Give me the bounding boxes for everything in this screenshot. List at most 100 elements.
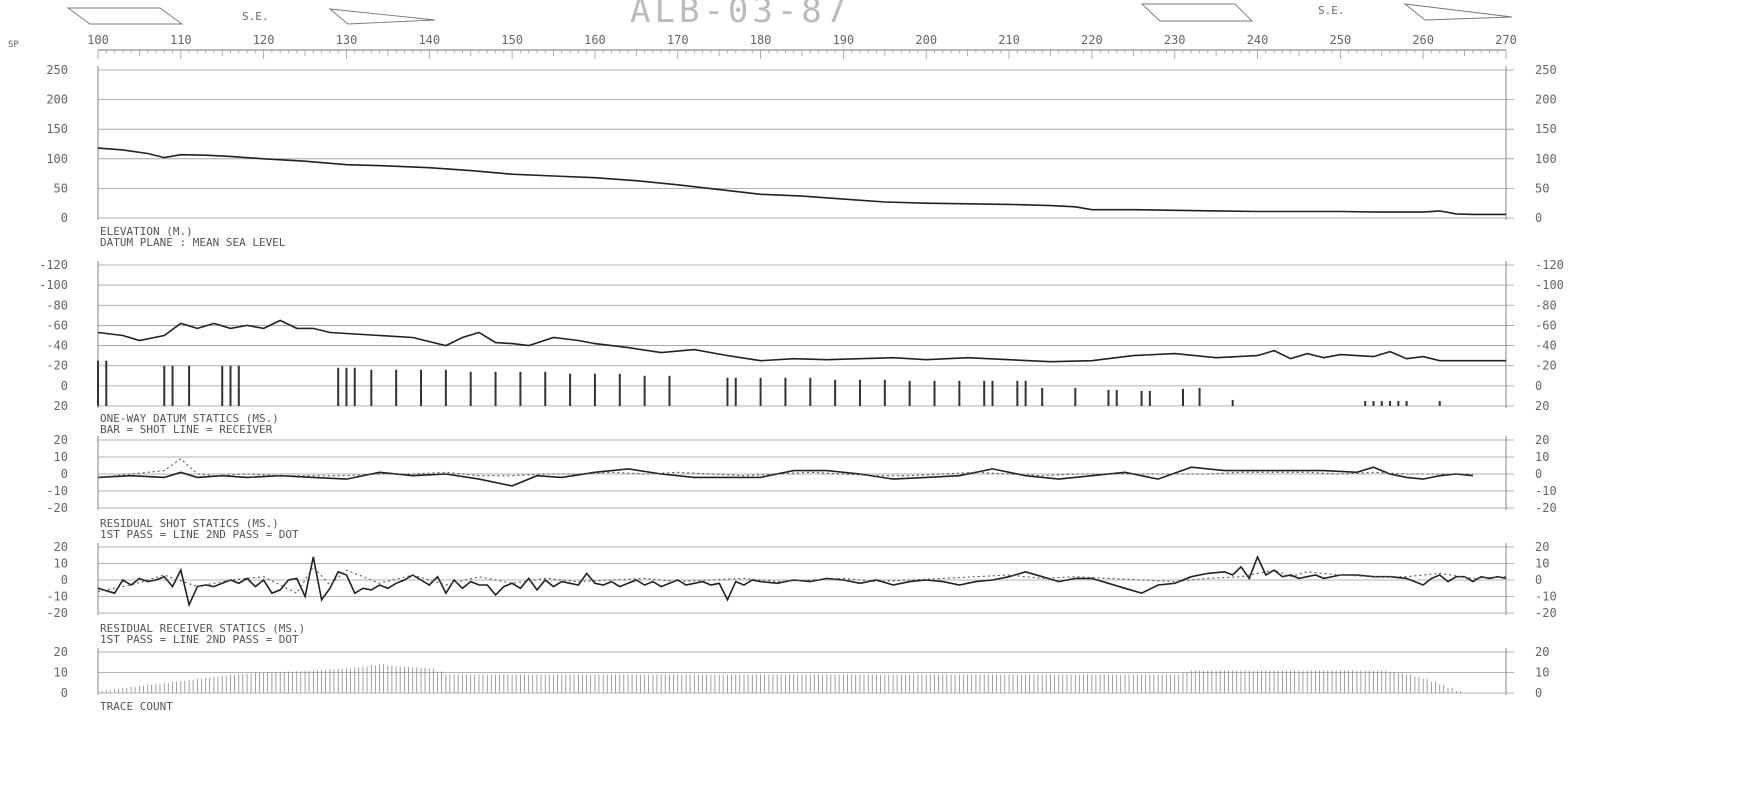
series-line-residual_shot-1: [97, 457, 1473, 478]
sp-tick-label: 260: [1412, 33, 1434, 47]
y-tick-label-left: -120: [39, 258, 68, 272]
sp-tick-label: 120: [253, 33, 275, 47]
y-tick-label-right: -100: [1535, 278, 1564, 292]
panel-caption: 1ST PASS = LINE 2ND PASS = DOT: [100, 633, 299, 646]
y-tick-label-left: -40: [46, 339, 68, 353]
se-right-arrow: [1403, 3, 1513, 21]
y-tick-label-left: 0: [61, 467, 68, 481]
y-tick-label-right: -20: [1535, 359, 1557, 373]
y-tick-label-right: -80: [1535, 298, 1557, 312]
y-tick-label-right: 200: [1535, 93, 1557, 107]
y-tick-label-right: 250: [1535, 63, 1557, 77]
y-tick-label-right: 100: [1535, 152, 1557, 166]
y-tick-label-left: 0: [61, 379, 68, 393]
panel-caption: 1ST PASS = LINE 2ND PASS = DOT: [100, 528, 299, 541]
sp-tick-label: 240: [1247, 33, 1269, 47]
y-tick-label-right: 0: [1535, 573, 1542, 587]
y-tick-label-left: 10: [54, 557, 68, 571]
y-tick-label-left: 50: [54, 181, 68, 195]
series-line-residual_shot-0: [97, 466, 1473, 487]
sp-axis: 100 110 120 130 140 150 160 170 180 190 200 210 220 2…: [87, 33, 1517, 59]
series-line-elevation-0: [97, 147, 1506, 216]
sp-tick-label: 100: [87, 33, 109, 47]
sp-tick-label: 140: [418, 33, 440, 47]
y-tick-label-left: 10: [54, 450, 68, 464]
series-line-residual_receiver-0: [97, 554, 1507, 608]
series-line-residual_receiver-1: [97, 565, 1507, 594]
y-tick-label-right: -20: [1535, 606, 1557, 620]
y-tick-label-right: 10: [1535, 450, 1549, 464]
y-tick-label-right: -120: [1535, 258, 1564, 272]
sp-tick-label: 170: [667, 33, 689, 47]
y-tick-label-right: 20: [1535, 433, 1549, 447]
y-tick-label-left: -60: [46, 318, 68, 332]
panel-caption: BAR = SHOT LINE = RECEIVER: [100, 423, 273, 436]
sp-tick-label: 270: [1495, 33, 1517, 47]
y-tick-label-right: 10: [1535, 557, 1549, 571]
sp-tick-label: 230: [1164, 33, 1186, 47]
y-tick-label-left: -10: [46, 484, 68, 498]
se-right-box: [1140, 3, 1254, 22]
y-tick-label-left: 20: [54, 540, 68, 554]
se-left-label: S.E.: [242, 10, 269, 23]
panel-caption: DATUM PLANE : MEAN SEA LEVEL: [100, 236, 286, 249]
y-tick-label-left: -10: [46, 590, 68, 604]
panel-elevation: 250 250 200 200 150 150 100 100 50 50 0 0 ELEVATION …: [46, 63, 1556, 249]
y-tick-label-left: 250: [46, 63, 68, 77]
y-tick-label-left: 20: [54, 433, 68, 447]
y-tick-label-left: 100: [46, 152, 68, 166]
y-tick-label-left: 200: [46, 93, 68, 107]
y-tick-label-right: 0: [1535, 686, 1542, 700]
y-tick-label-right: 20: [1535, 540, 1549, 554]
sp-tick-label: 250: [1330, 33, 1352, 47]
y-tick-label-right: -10: [1535, 590, 1557, 604]
y-tick-label-right: 10: [1535, 666, 1549, 680]
panel-trace_count: 20 20 10 10 0 0 TRACE COUNT: [54, 645, 1550, 713]
y-tick-label-left: 150: [46, 122, 68, 136]
y-tick-label-left: -80: [46, 298, 68, 312]
sp-tick-label: 110: [170, 33, 192, 47]
panel-residual_shot: 20 20 10 10 0 0 -10 -10 -20 -20 RESIDUAL SHOT STAT…: [46, 433, 1556, 541]
y-tick-label-left: 0: [61, 211, 68, 225]
sp-tick-label: 160: [584, 33, 606, 47]
y-tick-label-right: 0: [1535, 467, 1542, 481]
panel-caption: RESIDUAL SHOT STATICS (MS.): [100, 517, 279, 530]
y-tick-label-right: -20: [1535, 501, 1557, 515]
y-tick-label-left: 0: [61, 573, 68, 587]
chart-title: ALB-03-87: [630, 0, 850, 31]
y-tick-label-left: 20: [54, 399, 68, 413]
y-tick-label-left: -100: [39, 278, 68, 292]
panel-caption: RESIDUAL RECEIVER STATICS (MS.): [100, 622, 305, 635]
panel-caption: TRACE COUNT: [100, 700, 173, 713]
y-tick-label-right: 0: [1535, 379, 1542, 393]
sp-tick-label: 220: [1081, 33, 1103, 47]
y-tick-label-right: 20: [1535, 399, 1549, 413]
y-tick-label-right: 0: [1535, 211, 1542, 225]
panel-caption: ONE-WAY DATUM STATICS (MS.): [100, 412, 279, 425]
se-left-arrow: [328, 8, 436, 25]
y-tick-label-left: -20: [46, 359, 68, 373]
y-tick-label-right: -60: [1535, 318, 1557, 332]
panel-residual_receiver: 20 20 10 10 0 0 -10 -10 -20 -20 RESIDUAL RECEIVER …: [46, 540, 1556, 646]
sp-tick-label: 190: [833, 33, 855, 47]
sp-tick-label: 130: [336, 33, 358, 47]
y-tick-label-right: 20: [1535, 645, 1549, 659]
sp-label: SP: [8, 40, 19, 50]
sp-tick-label: 210: [998, 33, 1020, 47]
series-line-datum_statics-0: [97, 319, 1506, 363]
y-tick-label-right: -10: [1535, 484, 1557, 498]
panel-datum_statics: -120 -120 -100 -100 -80 -80 -60 -60 -40 -40 -20 -20…: [39, 258, 1564, 436]
se-left-box: [66, 7, 184, 25]
y-tick-label-right: -40: [1535, 339, 1557, 353]
panel-caption: ELEVATION (M.): [100, 225, 193, 238]
y-tick-label-left: -20: [46, 501, 68, 515]
y-tick-label-right: 50: [1535, 181, 1549, 195]
y-tick-label-left: 20: [54, 645, 68, 659]
y-tick-label-left: 0: [61, 686, 68, 700]
y-tick-label-right: 150: [1535, 122, 1557, 136]
se-right-label: S.E.: [1318, 4, 1345, 17]
sp-tick-label: 150: [501, 33, 523, 47]
y-tick-label-left: -20: [46, 606, 68, 620]
